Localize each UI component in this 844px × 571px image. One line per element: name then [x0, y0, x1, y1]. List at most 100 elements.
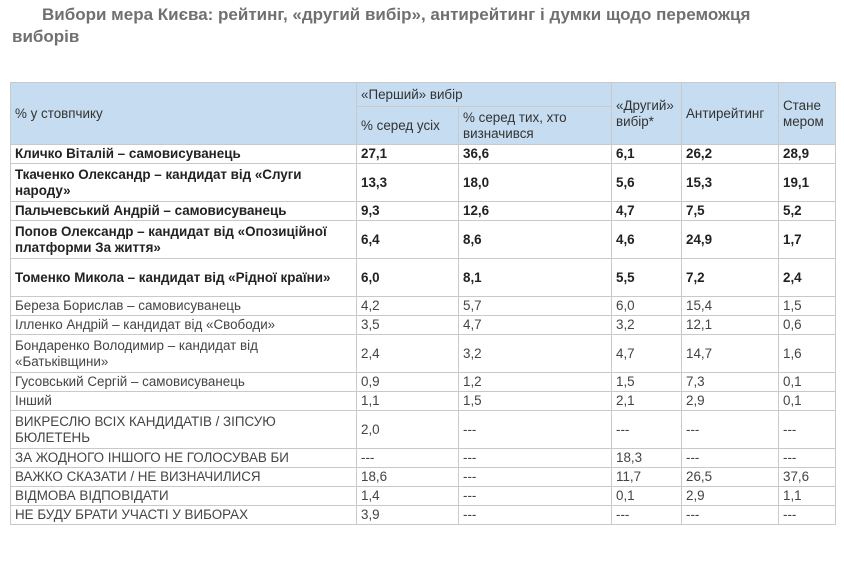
first-all-cell: ---	[356, 448, 459, 468]
will-win-cell: 5,2	[778, 201, 836, 221]
antirating-cell: ---	[681, 505, 779, 525]
antirating-cell: 24,9	[681, 220, 779, 259]
second-choice-cell: 6,1	[611, 144, 682, 164]
first-decided-cell: ---	[458, 410, 612, 449]
first-decided-cell: ---	[458, 448, 612, 468]
antirating-cell: 14,7	[681, 334, 779, 373]
will-win-cell: 0,6	[778, 315, 836, 335]
will-win-cell: ---	[778, 410, 836, 449]
candidate-cell: Попов Олександр – кандидат від «Опозицій…	[10, 220, 357, 259]
first-decided-cell: 1,2	[458, 372, 612, 392]
first-decided-cell: 36,6	[458, 144, 612, 164]
first-decided-cell: 4,7	[458, 315, 612, 335]
table-row: Гусовський Сергій – самовисуванець 0,9 1,2…	[10, 372, 836, 392]
first-all-cell: 2,4	[356, 334, 459, 373]
candidate-cell: Ілленко Андрій – кандидат від «Свободи»	[10, 315, 357, 335]
table-row: ЗА ЖОДНОГО ІНШОГО НЕ ГОЛОСУВАВ БИ --- --- 1…	[10, 448, 836, 468]
header-will-win: Стане мером	[778, 82, 836, 145]
second-choice-cell: 2,1	[611, 391, 682, 411]
will-win-cell: 0,1	[778, 372, 836, 392]
will-win-cell: 1,7	[778, 220, 836, 259]
first-all-cell: 3,5	[356, 315, 459, 335]
second-choice-cell: 0,1	[611, 486, 682, 506]
second-choice-cell: 11,7	[611, 467, 682, 487]
candidate-cell: Береза Борислав – самовисуванець	[10, 296, 357, 316]
will-win-cell: ---	[778, 505, 836, 525]
first-all-cell: 27,1	[356, 144, 459, 164]
antirating-cell: 15,4	[681, 296, 779, 316]
will-win-cell: 37,6	[778, 467, 836, 487]
antirating-cell: ---	[681, 410, 779, 449]
second-choice-cell: 1,5	[611, 372, 682, 392]
candidate-cell: Кличко Віталій – самовисуванець	[10, 144, 357, 164]
first-decided-cell: 8,1	[458, 258, 612, 297]
table-row: Кличко Віталій – самовисуванець 27,1 36,6 6…	[10, 144, 836, 164]
table-row: ВИКРЕСЛЮ ВСІХ КАНДИДАТІВ / ЗІПСУЮ БЮЛЕТЕ…	[10, 410, 836, 449]
antirating-cell: 26,2	[681, 144, 779, 164]
first-decided-cell: ---	[458, 467, 612, 487]
candidate-cell: Ткаченко Олександр – кандидат від «Слуги…	[10, 163, 357, 202]
will-win-cell: 1,6	[778, 334, 836, 373]
antirating-cell: ---	[681, 448, 779, 468]
candidate-cell: Томенко Микола – кандидат від «Рідної кр…	[10, 258, 357, 297]
candidate-cell: НЕ БУДУ БРАТИ УЧАСТІ У ВИБОРАХ	[10, 505, 357, 525]
candidate-cell: Пальчевський Андрій – самовисуванець	[10, 201, 357, 221]
table-row: Пальчевський Андрій – самовисуванець 9,3 1…	[10, 201, 836, 221]
header-row-label: % у стовпчику	[10, 82, 357, 145]
table-row: Інший 1,1 1,5 2,1 2,9 0,1	[10, 391, 836, 411]
table-row: Береза Борислав – самовисуванець 4,2 5,7 6,…	[10, 296, 836, 316]
antirating-cell: 7,2	[681, 258, 779, 297]
second-choice-cell: 3,2	[611, 315, 682, 335]
table-row: Попов Олександр – кандидат від «Опозицій…	[10, 220, 836, 259]
first-all-cell: 9,3	[356, 201, 459, 221]
candidate-cell: ВІДМОВА ВІДПОВІДАТИ	[10, 486, 357, 506]
header-first-choice: «Перший» вибір	[356, 82, 612, 107]
first-all-cell: 0,9	[356, 372, 459, 392]
candidate-cell: Гусовський Сергій – самовисуванець	[10, 372, 357, 392]
first-decided-cell: 3,2	[458, 334, 612, 373]
table-body: Кличко Віталій – самовисуванець 27,1 36,6 6…	[10, 144, 836, 525]
first-all-cell: 6,0	[356, 258, 459, 297]
first-decided-cell: 18,0	[458, 163, 612, 202]
antirating-cell: 7,5	[681, 201, 779, 221]
second-choice-cell: 5,6	[611, 163, 682, 202]
second-choice-cell: 4,7	[611, 334, 682, 373]
header-second-choice: «Другий» вибір*	[611, 82, 682, 145]
first-all-cell: 1,1	[356, 391, 459, 411]
table-row: ВІДМОВА ВІДПОВІДАТИ 1,4 --- 0,1 2,9 1,1	[10, 486, 836, 506]
will-win-cell: ---	[778, 448, 836, 468]
will-win-cell: 19,1	[778, 163, 836, 202]
header-first-decided: % серед тих, хто визначився	[458, 106, 612, 145]
second-choice-cell: 6,0	[611, 296, 682, 316]
first-all-cell: 18,6	[356, 467, 459, 487]
first-decided-cell: 12,6	[458, 201, 612, 221]
table-row: ВАЖКО СКАЗАТИ / НЕ ВИЗНАЧИЛИСЯ 18,6 --- 11,…	[10, 467, 836, 487]
antirating-cell: 12,1	[681, 315, 779, 335]
will-win-cell: 1,5	[778, 296, 836, 316]
table-row: Бондаренко Володимир – кандидат від «Бат…	[10, 334, 836, 373]
first-decided-cell: ---	[458, 486, 612, 506]
candidate-cell: ВИКРЕСЛЮ ВСІХ КАНДИДАТІВ / ЗІПСУЮ БЮЛЕТЕ…	[10, 410, 357, 449]
table-row: Томенко Микола – кандидат від «Рідної кр…	[10, 258, 836, 297]
second-choice-cell: ---	[611, 505, 682, 525]
first-all-cell: 3,9	[356, 505, 459, 525]
second-choice-cell: 4,6	[611, 220, 682, 259]
antirating-cell: 26,5	[681, 467, 779, 487]
first-decided-cell: 8,6	[458, 220, 612, 259]
first-all-cell: 6,4	[356, 220, 459, 259]
candidate-cell: ЗА ЖОДНОГО ІНШОГО НЕ ГОЛОСУВАВ БИ	[10, 448, 357, 468]
poll-table: % у стовпчику «Перший» вибір «Другий» ви…	[10, 82, 836, 525]
first-all-cell: 13,3	[356, 163, 459, 202]
antirating-cell: 2,9	[681, 486, 779, 506]
header-first-all: % серед усіх	[356, 106, 459, 145]
will-win-cell: 28,9	[778, 144, 836, 164]
header-antirating: Антирейтинг	[681, 82, 779, 145]
second-choice-cell: ---	[611, 410, 682, 449]
table-row: Ткаченко Олександр – кандидат від «Слуги…	[10, 163, 836, 202]
first-decided-cell: ---	[458, 505, 612, 525]
table-row: НЕ БУДУ БРАТИ УЧАСТІ У ВИБОРАХ 3,9 --- --- -…	[10, 505, 836, 525]
first-all-cell: 4,2	[356, 296, 459, 316]
first-all-cell: 1,4	[356, 486, 459, 506]
first-all-cell: 2,0	[356, 410, 459, 449]
will-win-cell: 2,4	[778, 258, 836, 297]
